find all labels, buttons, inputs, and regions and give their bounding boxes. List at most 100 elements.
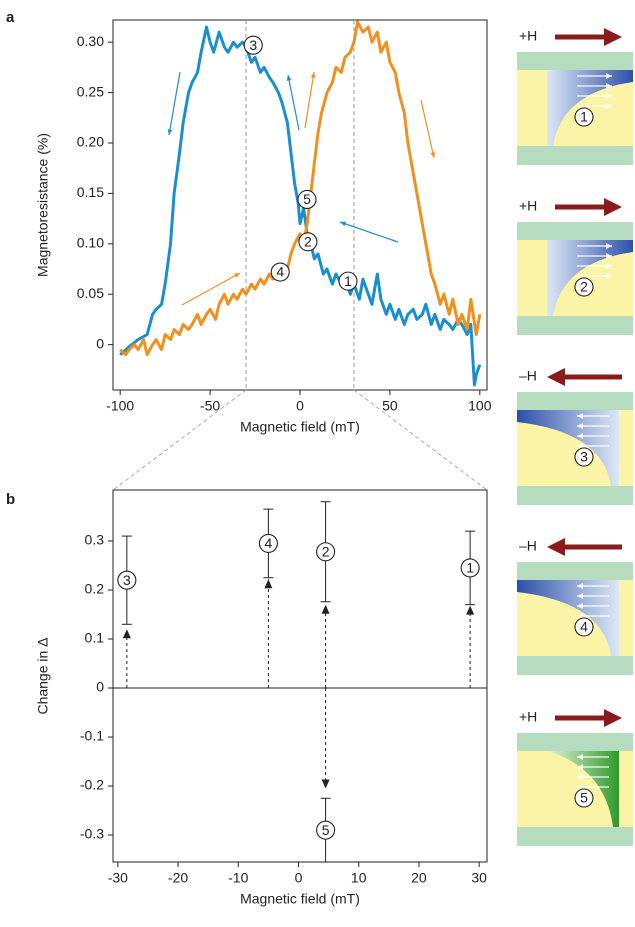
field-label: +H: [519, 198, 537, 214]
y-tick-label: 0.10: [77, 235, 104, 251]
spin-arrow-head: [606, 103, 612, 109]
field-arrow-head: [604, 28, 622, 46]
domain-region: [517, 580, 619, 656]
y-tick-label: 0.3: [85, 532, 105, 548]
x-tick-label: -30: [108, 870, 128, 886]
y-tick-label: 0.05: [77, 285, 104, 301]
y-tick-label: -0.1: [80, 728, 104, 744]
x-axis-label: Magnetic field (mT): [240, 891, 360, 907]
field-arrow-head: [604, 198, 622, 216]
x-tick-label: -10: [228, 870, 248, 886]
orange-arrow: [420, 99, 435, 159]
state-number: 4: [264, 535, 272, 551]
green-layer: [517, 733, 633, 751]
field-label: +H: [519, 28, 537, 44]
arrow-head: [321, 779, 330, 789]
arrow-head: [264, 579, 273, 589]
x-tick-label: 0: [295, 870, 303, 886]
x-tick-label: 30: [471, 870, 487, 886]
state-number: 5: [322, 822, 330, 838]
state-number: 2: [304, 234, 312, 250]
spin-arrow-head: [577, 613, 583, 619]
blue-arrow: [168, 71, 181, 136]
x-tick-label: 0: [296, 398, 304, 414]
state-number: 4: [580, 619, 588, 635]
y-tick-label: 0.25: [77, 83, 104, 99]
state-number: 4: [276, 264, 284, 280]
data-point: 2: [316, 542, 336, 562]
y-tick-label: 0: [96, 335, 104, 351]
state-circle: [338, 271, 358, 291]
state-number: 5: [580, 790, 588, 806]
domain-region: [547, 240, 633, 316]
state-circle: [574, 277, 594, 297]
green-layer: [517, 146, 633, 165]
blue-arrow-head: [286, 75, 292, 81]
green-layer: [517, 392, 633, 410]
state-number: 1: [344, 273, 352, 289]
panel-letter: a: [6, 9, 15, 26]
orange-arrow: [181, 272, 241, 306]
field-label: –H: [519, 368, 537, 384]
data-point: 4: [258, 533, 278, 553]
y-tick-label: 0.1: [85, 630, 105, 646]
domain-region: [547, 70, 633, 146]
green-layer: [517, 222, 633, 240]
spin-arrow-head: [577, 754, 583, 760]
domain-region: [547, 751, 619, 827]
plot-frame: [112, 489, 488, 863]
spin-arrow-head: [606, 273, 612, 279]
state-circle: [298, 232, 318, 252]
panel-letter: b: [6, 491, 15, 508]
y-axis-label: Magnetoresistance (%): [35, 133, 51, 277]
spin-arrow-head: [606, 93, 612, 99]
orange-arrow-head: [234, 273, 240, 278]
state-circle: [270, 262, 290, 282]
state-number: 5: [303, 191, 311, 207]
state-number: 3: [123, 572, 131, 588]
field-arrow-head: [547, 538, 565, 556]
green-layer: [517, 52, 633, 70]
data-point: 5: [316, 820, 336, 840]
arrow-head: [122, 629, 131, 639]
x-tick-label: 10: [351, 870, 367, 886]
x-tick-label: -50: [200, 398, 220, 414]
field-arrow-head: [604, 709, 622, 727]
y-tick-label: 0.30: [77, 33, 104, 49]
spin-arrow-head: [577, 443, 583, 449]
spin-arrow-head: [577, 774, 583, 780]
state-number: 2: [580, 279, 588, 295]
x-axis-label: Magnetic field (mT): [240, 419, 360, 435]
state-circle: [316, 820, 336, 840]
y-tick-label: 0.2: [85, 581, 105, 597]
y-tick-label: 0.15: [77, 184, 104, 200]
spin-arrow-head: [606, 253, 612, 259]
spin-arrow-head: [577, 433, 583, 439]
state-circle: [316, 542, 336, 562]
arrow-head: [466, 605, 475, 615]
state-circle: [258, 533, 278, 553]
data-point: 1: [460, 558, 480, 578]
spin-arrow-head: [577, 764, 583, 770]
spin-arrow-head: [577, 784, 583, 790]
spin-arrow-head: [577, 603, 583, 609]
spin-arrow-head: [577, 423, 583, 429]
y-axis-label: Change in Δ: [35, 637, 51, 714]
state-circle: [117, 570, 137, 590]
y-tick-label: 0.20: [77, 134, 104, 150]
state-number: 2: [322, 543, 330, 559]
blue-arrow-head: [340, 221, 346, 227]
orange-arrow-head: [430, 152, 436, 158]
spin-arrow-head: [606, 83, 612, 89]
blue-arrow: [287, 74, 300, 131]
field-arrow-head: [547, 368, 565, 386]
domain-diagram: 3 –H: [517, 368, 633, 505]
green-layer: [517, 827, 633, 846]
y-tick-label: -0.3: [80, 826, 104, 842]
spin-arrow-head: [577, 593, 583, 599]
domain-diagram: 2 +H: [517, 198, 633, 335]
orange-arrow: [304, 71, 315, 129]
domain-region: [517, 410, 619, 486]
